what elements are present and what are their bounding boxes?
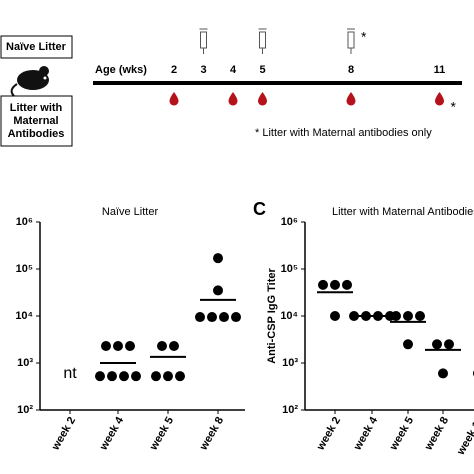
y-tick-label: 10² [17, 404, 33, 416]
dot [175, 371, 185, 382]
dot [213, 253, 223, 264]
dot [391, 311, 401, 321]
mouse-icon [10, 66, 49, 97]
x-tick-label: week 8 [197, 415, 226, 453]
dot [330, 279, 340, 290]
x-tick-label: week 2 [314, 415, 343, 453]
syringe [199, 28, 208, 54]
dot [330, 311, 340, 321]
dot [113, 340, 123, 351]
naive-box [0, 35, 73, 59]
blood-drop [346, 92, 356, 106]
dot [342, 279, 352, 290]
x-tick-label: week 2 [49, 415, 78, 453]
age-tick: 3 [200, 64, 206, 76]
footnote: * Litter with Maternal antibodies only [255, 127, 432, 139]
syringe [258, 28, 267, 54]
x-tick-label: week 5 [147, 415, 176, 453]
blood-drop [258, 92, 267, 106]
y-tick-label: 10⁶ [281, 216, 298, 228]
dot [219, 312, 229, 323]
dot [125, 340, 135, 351]
dot [119, 371, 129, 382]
naive-label: Naïve Litter [6, 41, 67, 53]
blood-drop [228, 92, 238, 106]
maternal-label: Antibodies [8, 128, 65, 140]
chart-title: Naïve Litter [102, 206, 159, 218]
dot [403, 339, 413, 350]
x-tick-label: week 11 [454, 415, 474, 458]
blood-drop [435, 92, 444, 106]
dot [403, 311, 413, 321]
age-tick: 2 [171, 64, 177, 76]
y-tick-label: 10³ [282, 357, 298, 369]
chart-title: Litter with Maternal Antibodies [332, 206, 474, 218]
dot [151, 371, 161, 382]
x-tick-label: week 8 [422, 415, 451, 453]
syringe-body [347, 31, 355, 49]
dot [415, 311, 425, 321]
y-tick-label: 10⁵ [16, 263, 33, 275]
age-tick: 11 [434, 64, 446, 76]
dot [95, 371, 105, 382]
x-tick-label: week 5 [387, 415, 416, 453]
dot [101, 340, 111, 351]
dot [157, 340, 167, 351]
dot [438, 368, 448, 379]
dot [163, 371, 173, 382]
y-tick-label: 10² [282, 404, 298, 416]
y-tick-label: 10³ [17, 357, 33, 369]
maternal-label: Litter with [10, 102, 63, 114]
dot [432, 339, 442, 350]
y-axis-label: Anti-CSP IgG Titer [266, 268, 278, 364]
age-tick: 8 [348, 64, 354, 76]
y-tick-label: 10⁴ [280, 310, 298, 322]
dot [318, 279, 328, 290]
maternal-label: Maternal [13, 115, 58, 127]
age-tick: 4 [230, 64, 237, 76]
syringe [347, 28, 355, 54]
dot [107, 371, 117, 382]
syringe-body [200, 31, 207, 49]
x-tick-label: week 4 [351, 414, 380, 453]
asterisk: * [451, 99, 457, 115]
dot [207, 312, 217, 323]
panel-label: C [253, 199, 266, 219]
y-tick-label: 10⁶ [16, 216, 33, 228]
dot [231, 312, 241, 323]
dot [131, 371, 141, 382]
dot [213, 285, 223, 296]
syringe-body [259, 31, 266, 49]
asterisk: * [361, 29, 367, 45]
y-tick-label: 10⁴ [15, 310, 33, 322]
dot [195, 312, 205, 323]
blood-drop [169, 92, 179, 106]
dot [444, 339, 454, 350]
y-tick-label: 10⁵ [281, 263, 298, 275]
maternal-box [0, 95, 73, 147]
dot [169, 340, 179, 351]
x-tick-label: week 4 [97, 414, 126, 453]
age-label: Age (wks) [95, 64, 147, 76]
annotation: nt [63, 365, 77, 382]
age-tick: 5 [259, 64, 265, 76]
